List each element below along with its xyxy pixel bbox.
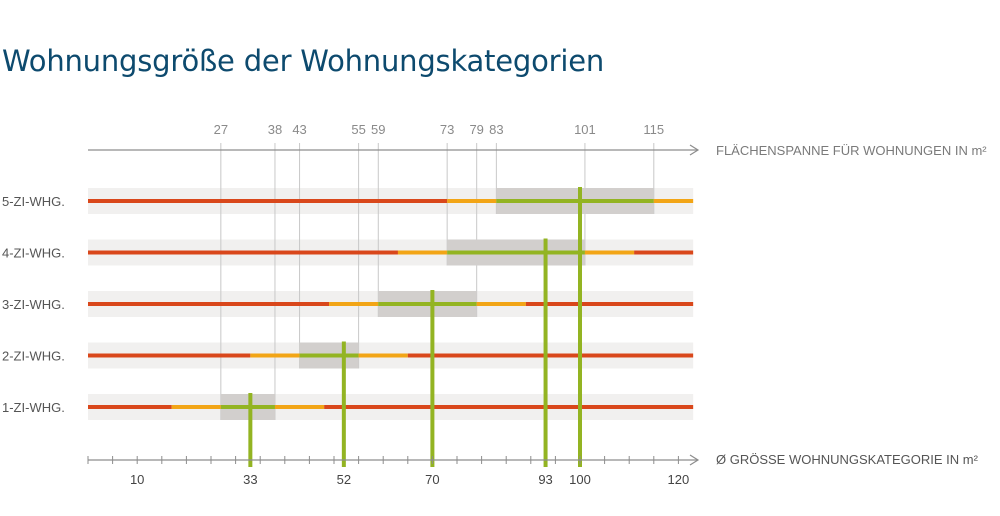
average-markers (248, 187, 582, 467)
bottom-axis-tick-label: 120 (668, 472, 690, 487)
top-axis-tick-label: 73 (440, 122, 454, 137)
top-axis-tick-label: 27 (214, 122, 228, 137)
top-axis-tick-label: 38 (268, 122, 282, 137)
bottom-axis-tick-label: 52 (337, 472, 351, 487)
bottom-axis-arrow-icon (689, 454, 700, 466)
row-label: 2-ZI-WHG. (2, 349, 65, 364)
top-axis-tick-label: 101 (574, 122, 596, 137)
top-axis-tick-label: 55 (351, 122, 365, 137)
bottom-axis-tick-label: 93 (538, 472, 552, 487)
top-axis-title: FLÄCHENSPANNE FÜR WOHNUNGEN IN m² (716, 143, 987, 158)
category-bars (88, 199, 694, 409)
bottom-axis-tick-label: 100 (569, 472, 591, 487)
bottom-axis-tick-label: 10 (130, 472, 144, 487)
top-axis-tick-label: 59 (371, 122, 385, 137)
bottom-axis-title: Ø GRÖSSE WOHNUNGSKATEGORIE IN m² (716, 452, 979, 467)
top-axis-tick-label: 43 (292, 122, 306, 137)
row-label: 4-ZI-WHG. (2, 246, 65, 261)
top-guide-lines (220, 143, 655, 420)
row-label: 1-ZI-WHG. (2, 400, 65, 415)
axes (87, 144, 700, 466)
labels: 27 38 43 55 59 73 79 83 101 115 10 33 52 70 93 100 120 5-… (2, 122, 987, 487)
bottom-axis-tick-label: 70 (425, 472, 439, 487)
top-axis-arrow-icon (689, 144, 700, 156)
top-axis-tick-label: 83 (489, 122, 503, 137)
top-axis-tick-label: 79 (469, 122, 483, 137)
chart-title: Wohnungsgröße der Wohnungskategorien (2, 44, 605, 78)
row-label: 3-ZI-WHG. (2, 297, 65, 312)
row-label: 5-ZI-WHG. (2, 194, 65, 209)
top-axis-tick-label: 115 (643, 122, 664, 137)
bottom-axis-tick-label: 33 (243, 472, 257, 487)
